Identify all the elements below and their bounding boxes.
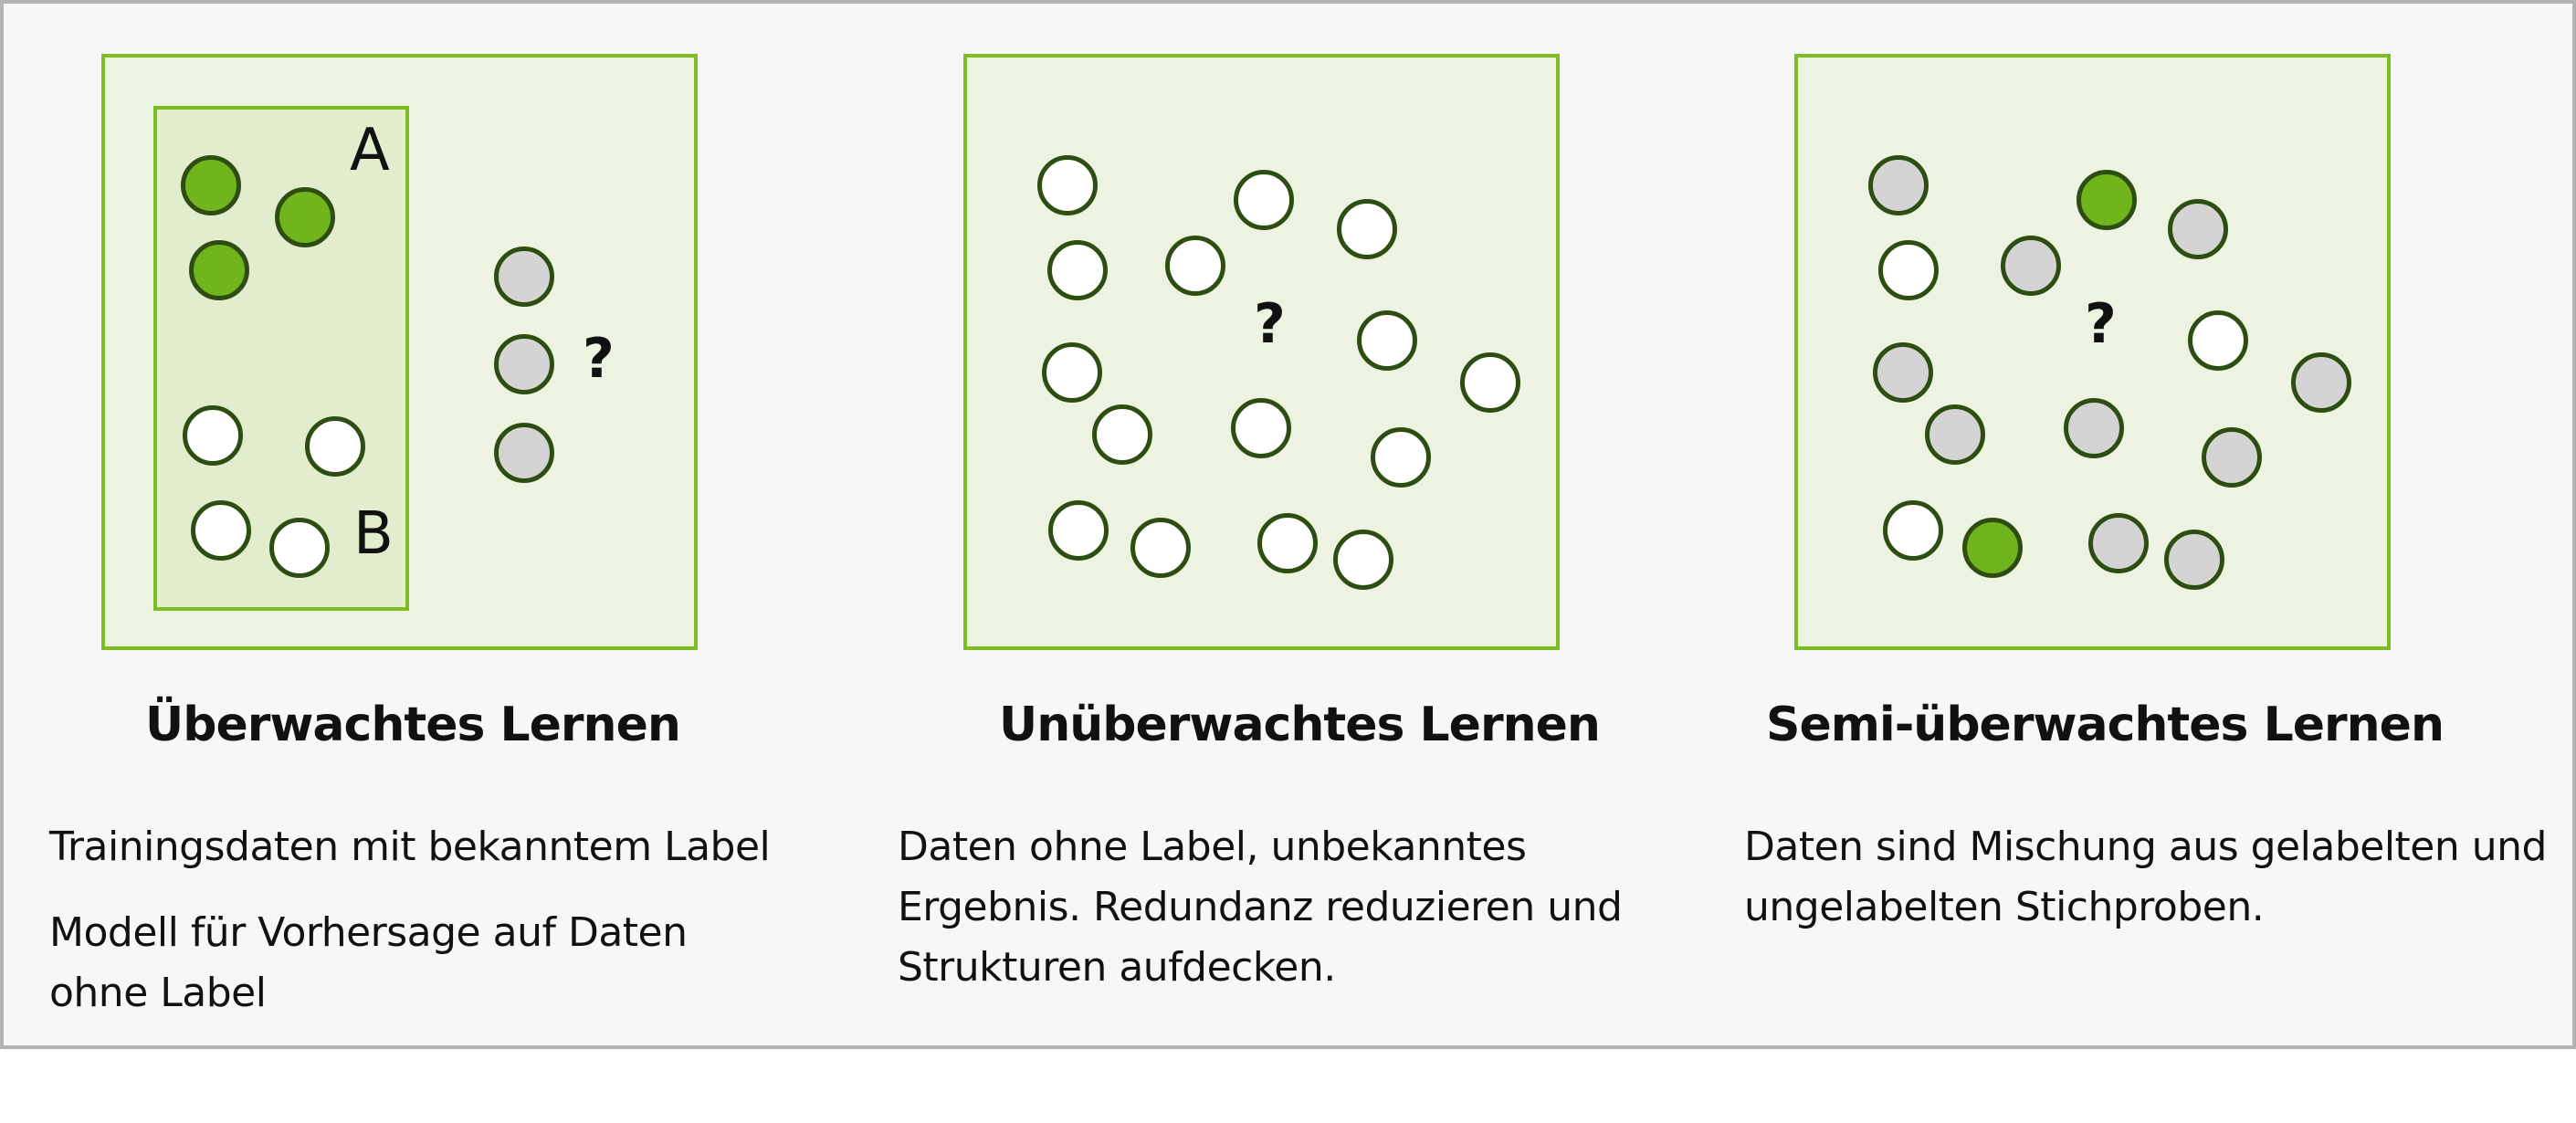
class-b-point <box>1878 240 1939 300</box>
unlabeled-point <box>2001 236 2061 296</box>
semi-supervised-title: Semi-überwachtes Lernen <box>1766 698 2445 752</box>
class-a-point <box>181 155 241 215</box>
unlabeled-point <box>1371 427 1431 488</box>
class-a-point <box>189 240 249 300</box>
unlabeled-point <box>494 423 554 483</box>
unlabeled-point <box>2168 199 2228 259</box>
group-a-label: A <box>350 117 390 184</box>
unlabeled-point <box>1042 342 1102 403</box>
unlabeled-point <box>1048 500 1109 561</box>
unsupervised-description: Daten ohne Label, unbekanntes Ergebnis. … <box>898 824 1623 991</box>
unlabeled-point <box>1037 155 1098 215</box>
unlabeled-point <box>1092 404 1152 465</box>
unlabeled-point <box>1231 398 1291 458</box>
question-mark: ? <box>1254 292 1286 356</box>
unlabeled-point <box>2291 352 2351 413</box>
class-b-point <box>305 416 365 477</box>
class-a-point <box>1962 518 2023 578</box>
supervised-panel: A B ? <box>101 54 698 650</box>
supervised-title: Überwachtes Lernen <box>145 698 681 752</box>
unlabeled-point <box>1925 404 1985 465</box>
unlabeled-point <box>494 247 554 307</box>
class-b-point <box>183 405 243 466</box>
unlabeled-point <box>2088 513 2149 573</box>
question-mark: ? <box>2085 292 2117 356</box>
unlabeled-point <box>2202 427 2262 488</box>
supervised-description-2: Modell für Vorhersage auf Daten ohne Lab… <box>49 909 688 1016</box>
unlabeled-point <box>1873 342 1933 403</box>
unlabeled-point <box>1868 155 1929 215</box>
unlabeled-point <box>1357 310 1417 371</box>
semi-supervised-description: Daten sind Mischung aus gelabelten und u… <box>1744 824 2547 930</box>
unlabeled-point <box>1130 518 1191 578</box>
unlabeled-point <box>1460 352 1520 413</box>
unlabeled-point <box>2164 530 2224 590</box>
unlabeled-point <box>1337 199 1397 259</box>
unsupervised-title: Unüberwachtes Lernen <box>999 698 1601 752</box>
class-a-point <box>2077 170 2137 230</box>
unlabeled-point <box>1257 513 1318 573</box>
class-b-point <box>1883 500 1943 561</box>
unlabeled-point <box>1165 236 1225 296</box>
class-b-point <box>2188 310 2248 371</box>
unlabeled-point <box>494 334 554 394</box>
unlabeled-point <box>1234 170 1294 230</box>
supervised-description-1: Trainingsdaten mit bekanntem Label <box>49 824 771 870</box>
figure: A B ? ? ? <box>0 0 2576 1049</box>
unlabeled-point <box>2064 398 2124 458</box>
semi-supervised-panel: ? <box>1794 54 2391 650</box>
unlabeled-point <box>1047 240 1108 300</box>
unlabeled-point <box>1333 530 1393 590</box>
class-b-point <box>191 500 251 561</box>
class-a-point <box>275 187 335 247</box>
class-b-point <box>269 518 330 578</box>
group-b-label: B <box>353 500 394 568</box>
question-mark: ? <box>583 327 615 391</box>
unsupervised-panel: ? <box>963 54 1560 650</box>
